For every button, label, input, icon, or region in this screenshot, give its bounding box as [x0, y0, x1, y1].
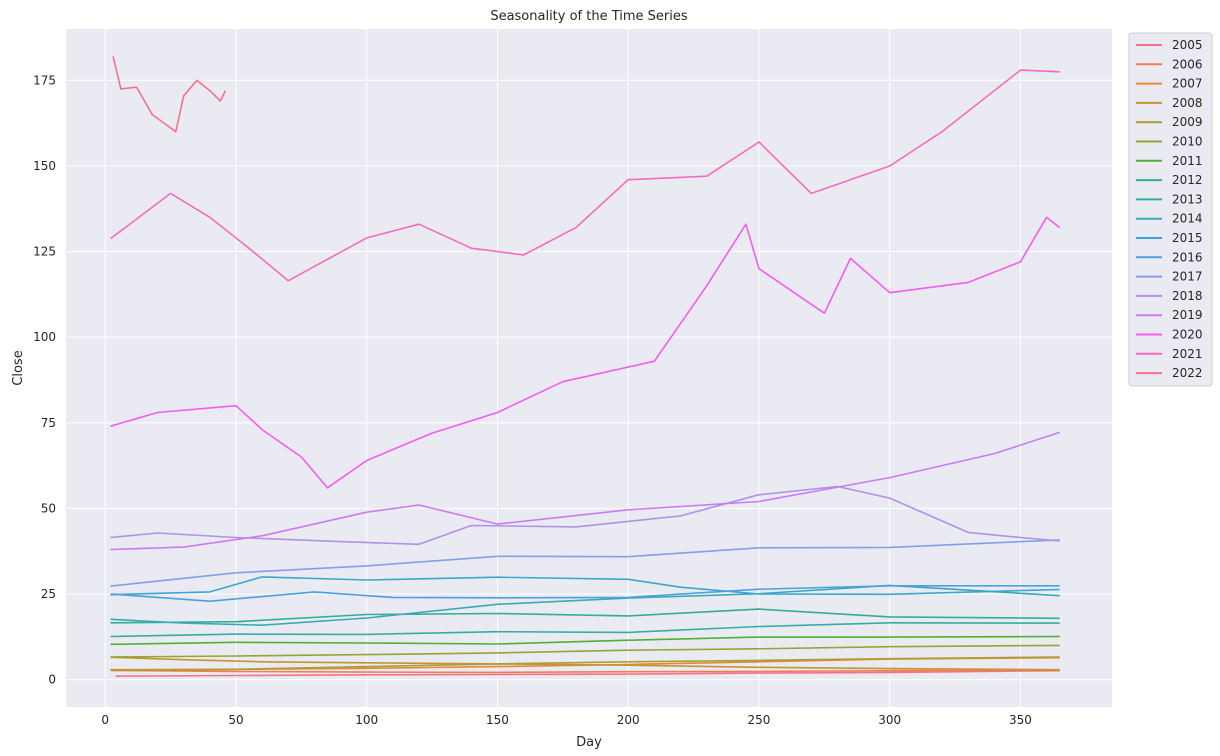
legend: 2005 2006 2007 2008 2009 2010 2011 2012 2013 2014… — [1128, 32, 1213, 387]
legend-label-2017: 2017 — [1172, 270, 1203, 284]
tick-labels: 0 50 100 150 200 250 300 350 0 25 50 75 100 125 150 175 — [33, 73, 1032, 727]
series-line-2019 — [110, 431, 1060, 551]
legend-label-2010: 2010 — [1172, 135, 1203, 149]
series-line-2014 — [110, 584, 1060, 626]
y-tick-label-6: 150 — [33, 159, 56, 173]
y-tick-label-7: 175 — [33, 73, 56, 87]
legend-label-2015: 2015 — [1172, 231, 1203, 245]
legend-label-2007: 2007 — [1172, 77, 1203, 91]
x-axis-label: Day — [576, 735, 602, 750]
x-tick-label-1: 50 — [228, 713, 243, 727]
legend-label-2011: 2011 — [1172, 154, 1203, 168]
series-line-2020 — [110, 216, 1061, 489]
y-tick-label-4: 100 — [33, 330, 56, 344]
legend-label-2019: 2019 — [1172, 308, 1203, 322]
x-tick-label-2: 100 — [355, 713, 378, 727]
chart-title: Seasonality of the Time Series — [490, 9, 688, 24]
plot-background — [66, 29, 1112, 707]
series-line-2011 — [110, 635, 1060, 646]
x-tick-label-3: 150 — [486, 713, 509, 727]
y-tick-label-0: 0 — [48, 673, 56, 687]
legend-label-2012: 2012 — [1172, 173, 1203, 187]
legend-label-2016: 2016 — [1172, 250, 1203, 264]
y-tick-label-1: 25 — [41, 587, 56, 601]
legend-label-2021: 2021 — [1172, 347, 1203, 361]
series-line-2021 — [110, 69, 1060, 282]
series-line-2018 — [110, 485, 1060, 546]
y-axis-label: Close — [11, 350, 26, 385]
legend-label-2008: 2008 — [1172, 96, 1203, 110]
legend-label-2020: 2020 — [1172, 328, 1203, 342]
legend-label-2006: 2006 — [1172, 57, 1203, 71]
x-tick-label-6: 300 — [878, 713, 901, 727]
series-line-2022 — [112, 56, 227, 133]
y-tick-label-5: 125 — [33, 245, 56, 259]
y-tick-label-3: 75 — [41, 416, 56, 430]
series-line-2016 — [110, 585, 1060, 602]
x-tick-label-5: 250 — [748, 713, 771, 727]
series-line-2005 — [115, 669, 1060, 677]
series-line-2006 — [113, 669, 1060, 674]
series-line-2012 — [110, 608, 1060, 624]
series-line-2015 — [110, 576, 1060, 596]
legend-label-2005: 2005 — [1172, 38, 1203, 52]
legend-label-2013: 2013 — [1172, 192, 1203, 206]
x-tick-label-7: 350 — [1009, 713, 1032, 727]
y-tick-label-2: 50 — [41, 501, 56, 515]
legend-label-2022: 2022 — [1172, 366, 1203, 380]
x-tick-label-4: 200 — [617, 713, 640, 727]
series-line-2009 — [110, 656, 1060, 672]
series-line-2013 — [110, 622, 1060, 638]
legend-label-2014: 2014 — [1172, 212, 1203, 226]
series-line-2017 — [110, 539, 1060, 587]
legend-label-2018: 2018 — [1172, 289, 1203, 303]
series-lines — [110, 56, 1061, 677]
legend-label-2009: 2009 — [1172, 115, 1203, 129]
series-line-2010 — [110, 644, 1060, 658]
x-tick-label-0: 0 — [101, 713, 109, 727]
